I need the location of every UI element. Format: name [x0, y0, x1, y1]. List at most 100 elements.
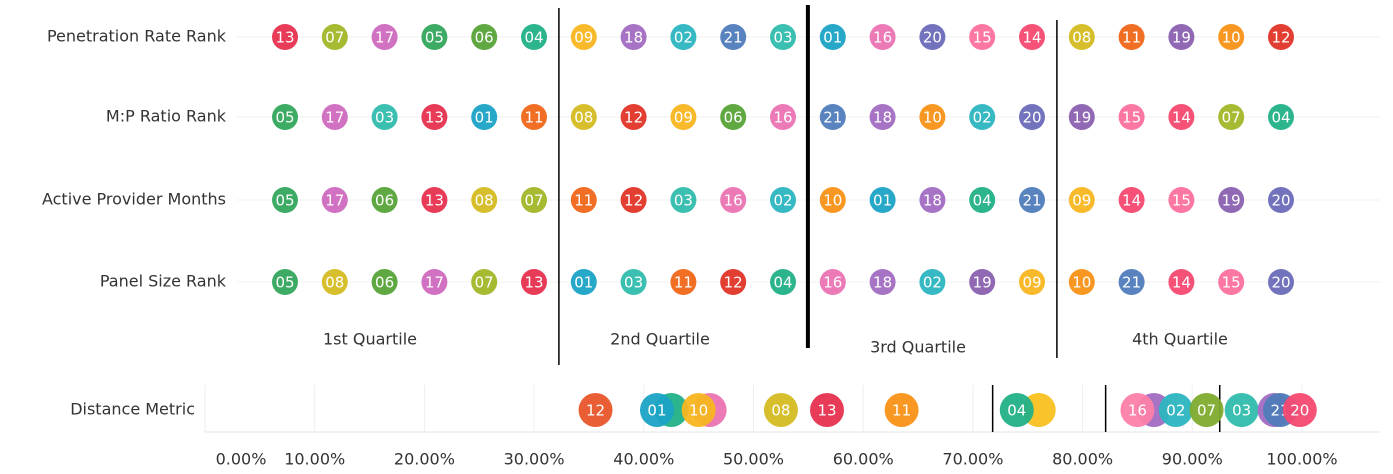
dot-label: 07 [475, 274, 494, 292]
dot-label: 12 [724, 274, 743, 292]
dot-label: 14 [1022, 29, 1041, 47]
rank-dot [1068, 269, 1095, 295]
rank-dot [272, 187, 298, 213]
dot-label: 13 [524, 274, 543, 292]
rank-dot [1268, 187, 1294, 213]
dot-label: 15 [1172, 192, 1191, 210]
rank-dot [521, 104, 547, 130]
dot-label: 20 [923, 29, 942, 47]
rank-dot [521, 269, 547, 295]
dot-label: 01 [823, 29, 842, 47]
dot-label: 10 [1222, 29, 1241, 47]
point-label: 11 [892, 402, 911, 420]
dot-label: 20 [1022, 109, 1041, 127]
dot-label: 13 [425, 192, 444, 210]
dot-label: 12 [624, 192, 643, 210]
rank-dot [1168, 24, 1195, 50]
dot-label: 19 [1222, 192, 1241, 210]
rank-dot [1118, 104, 1145, 130]
dot-label: 18 [873, 274, 892, 292]
point [1120, 393, 1155, 427]
dot-label: 09 [674, 109, 693, 127]
dot-label: 11 [524, 109, 543, 127]
point-label: 13 [817, 402, 836, 420]
rank-dot [570, 104, 597, 130]
rank-dot [471, 104, 498, 130]
point-label: 04 [1007, 402, 1026, 420]
point [763, 393, 798, 427]
dot-label: 11 [574, 192, 593, 210]
dot-label: 05 [425, 29, 444, 47]
rank-dot [570, 24, 597, 50]
rank-dot [371, 24, 398, 50]
point-label: 07 [1197, 402, 1216, 420]
dot-label: 17 [425, 274, 444, 292]
dot-label: 08 [475, 192, 494, 210]
dot-label: 03 [375, 109, 394, 127]
dot-label: 10 [923, 109, 942, 127]
point [681, 393, 716, 427]
quartile-label: 1st Quartile [323, 330, 417, 349]
point-label: 10 [689, 402, 708, 420]
rank-dot [570, 269, 597, 295]
point [578, 393, 613, 427]
dot-label: 03 [773, 29, 792, 47]
rank-dot [969, 24, 996, 50]
rank-dot [720, 187, 747, 213]
dot-label: 21 [1122, 274, 1141, 292]
dot-label: 08 [574, 109, 593, 127]
dot-label: 04 [773, 274, 792, 292]
x-tick-label: 40.00% [613, 450, 674, 469]
dot-label: 19 [1172, 29, 1191, 47]
rank-dot [919, 24, 946, 50]
point-label: 12 [586, 402, 605, 420]
dot-label: 09 [1022, 274, 1041, 292]
point-label: 03 [1232, 402, 1251, 420]
dot-label: 04 [973, 192, 992, 210]
row-label: Penetration Rate Rank [47, 27, 227, 46]
rank-dot [969, 104, 996, 130]
rank-dot [321, 24, 348, 50]
rank-dot [1218, 104, 1245, 130]
dot-label: 19 [973, 274, 992, 292]
dot-label: 14 [1172, 109, 1191, 127]
rank-dot [869, 24, 896, 50]
rank-dot [1019, 269, 1045, 295]
rank-dot [1019, 104, 1045, 130]
dot-label: 21 [724, 29, 743, 47]
rank-dot [819, 104, 846, 130]
rank-dot [321, 104, 348, 130]
point [1224, 393, 1259, 427]
rank-dot [869, 104, 896, 130]
rank-dot [819, 269, 846, 295]
dot-label: 06 [724, 109, 743, 127]
point [809, 393, 844, 427]
rank-dot [1019, 187, 1045, 213]
rank-dot [321, 269, 348, 295]
point [1158, 393, 1193, 427]
dot-label: 02 [973, 109, 992, 127]
rank-dot [720, 104, 747, 130]
dot-label: 02 [923, 274, 942, 292]
x-tick-label: 20.00% [394, 450, 455, 469]
rank-dot [720, 269, 747, 295]
dot-label: 13 [425, 109, 444, 127]
dot-label: 02 [674, 29, 693, 47]
dot-label: 11 [674, 274, 693, 292]
dot-label: 17 [325, 192, 344, 210]
rank-dot [521, 24, 547, 50]
rank-dot [819, 187, 846, 213]
rank-dot [670, 269, 697, 295]
rank-dot [1068, 104, 1095, 130]
dot-label: 12 [624, 109, 643, 127]
rank-dot [471, 269, 498, 295]
rank-dot [720, 24, 747, 50]
x-tick-label: 0.00% [216, 450, 267, 469]
point [884, 393, 919, 427]
point [999, 393, 1034, 427]
dot-label: 03 [624, 274, 643, 292]
dot-label: 09 [1072, 192, 1091, 210]
rank-dot [770, 24, 796, 50]
rank-dot [969, 269, 996, 295]
dot-label: 17 [325, 109, 344, 127]
